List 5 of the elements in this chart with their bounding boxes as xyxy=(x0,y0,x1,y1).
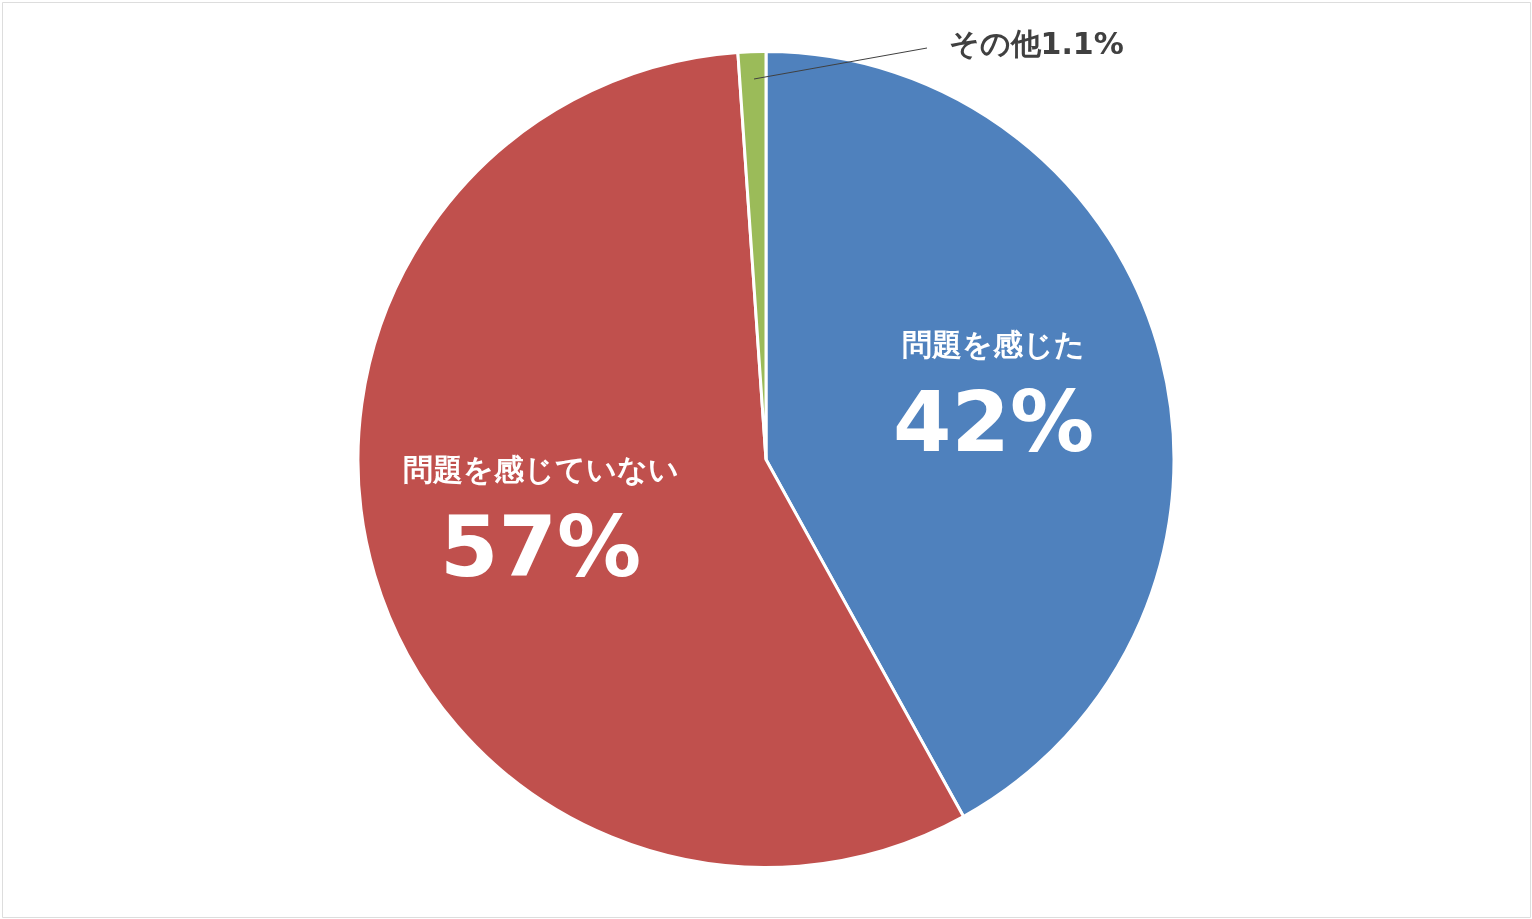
data-label: 57% xyxy=(440,498,642,597)
slice-label: 問題を感じた xyxy=(902,326,1086,362)
data-label: 42% xyxy=(893,372,1095,471)
slice-label: 問題を感じていない xyxy=(402,452,679,488)
slice-label: その他1.1% xyxy=(948,25,1124,61)
